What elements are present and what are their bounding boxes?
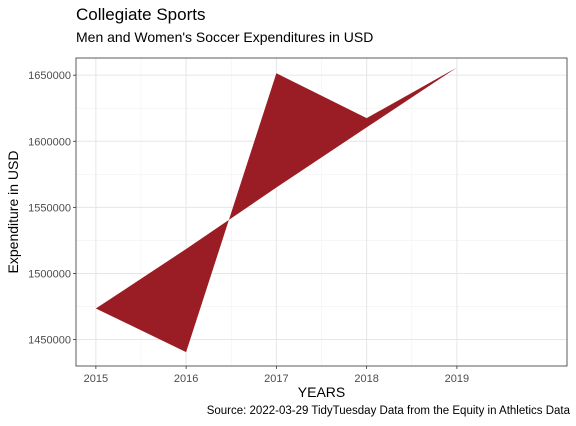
chart-caption: Source: 2022-03-29 TidyTuesday Data from… (206, 405, 570, 417)
y-tick-label: 1450000 (28, 335, 71, 347)
x-axis-ticks: 2015 2016 2017 2018 2019 (84, 366, 469, 385)
x-tick-label: 2016 (174, 373, 198, 385)
x-tick-label: 2018 (354, 373, 378, 385)
x-tick-label: 2017 (264, 373, 288, 385)
x-tick-label: 2015 (84, 373, 108, 385)
y-tick-label: 1550000 (28, 202, 71, 214)
y-tick-label: 1650000 (28, 70, 71, 82)
panel-border (75, 57, 568, 367)
x-tick-label: 2019 (445, 373, 469, 385)
chart-title: Collegiate Sports (76, 5, 206, 24)
chart-subtitle: Men and Women's Soccer Expenditures in U… (76, 29, 374, 45)
y-tick-label: 1600000 (28, 136, 71, 148)
x-axis-title: YEARS (298, 384, 345, 400)
y-axis-ticks: 1450000 1500000 1550000 1600000 1650000 (28, 70, 76, 347)
expenditure-area (95, 67, 457, 353)
y-tick-label: 1500000 (28, 268, 71, 280)
y-axis-title: Expenditure in USD (5, 151, 21, 274)
